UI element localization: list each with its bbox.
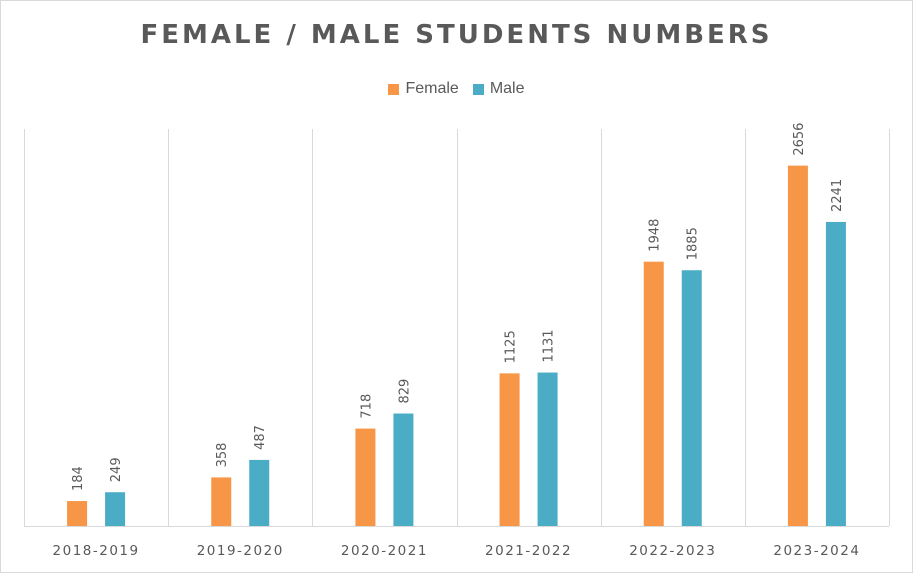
bar-female-2022-2023 — [643, 261, 664, 526]
data-label-male-2023-2024: 2241 — [830, 179, 845, 212]
legend-entry-female: Female — [388, 80, 459, 98]
data-label-female-2023-2024: 2656 — [792, 123, 807, 156]
bar-female-2023-2024 — [787, 165, 808, 526]
data-label-female-2021-2022: 1125 — [504, 330, 519, 363]
data-label-male-2021-2022: 1131 — [542, 329, 557, 362]
data-label-female-2020-2021: 718 — [359, 394, 374, 419]
x-tick-label-2022-2023: 2022-2023 — [629, 543, 716, 559]
legend-swatch-male — [472, 83, 484, 95]
data-label-male-2019-2020: 487 — [253, 425, 268, 450]
data-label-male-2020-2021: 829 — [397, 379, 412, 404]
x-tick-label-2021-2022: 2021-2022 — [485, 543, 572, 559]
bar-female-2019-2020 — [211, 477, 232, 526]
chart-title: FEMALE / MALE STUDENTS NUMBERS — [140, 20, 773, 50]
bar-male-2020-2021 — [393, 413, 414, 526]
legend-entry-male: Male — [472, 80, 525, 98]
bar-female-2018-2019 — [67, 501, 88, 526]
data-label-female-2022-2023: 1948 — [648, 219, 663, 252]
data-label-female-2019-2020: 358 — [215, 443, 230, 468]
bar-male-2023-2024 — [825, 221, 846, 527]
legend-swatch-female — [388, 83, 400, 95]
bar-male-2018-2019 — [105, 492, 126, 526]
x-tick-label-2018-2019: 2018-2019 — [53, 543, 140, 559]
bar-male-2019-2020 — [249, 459, 270, 526]
legend-label-female: Female — [405, 80, 459, 97]
legend-label-male: Male — [489, 80, 525, 97]
x-tick-label-2020-2021: 2020-2021 — [341, 543, 428, 559]
bar-female-2020-2021 — [355, 428, 376, 526]
bar-female-2021-2022 — [499, 373, 520, 526]
x-tick-label-2023-2024: 2023-2024 — [773, 543, 860, 559]
bar-male-2021-2022 — [537, 372, 558, 526]
data-label-male-2022-2023: 1885 — [686, 227, 701, 260]
data-label-female-2018-2019: 184 — [71, 466, 86, 491]
x-tick-label-2019-2020: 2019-2020 — [197, 543, 284, 559]
legend: Female Male — [0, 80, 913, 98]
bar-male-2022-2023 — [681, 270, 702, 526]
data-label-male-2018-2019: 249 — [109, 457, 124, 482]
